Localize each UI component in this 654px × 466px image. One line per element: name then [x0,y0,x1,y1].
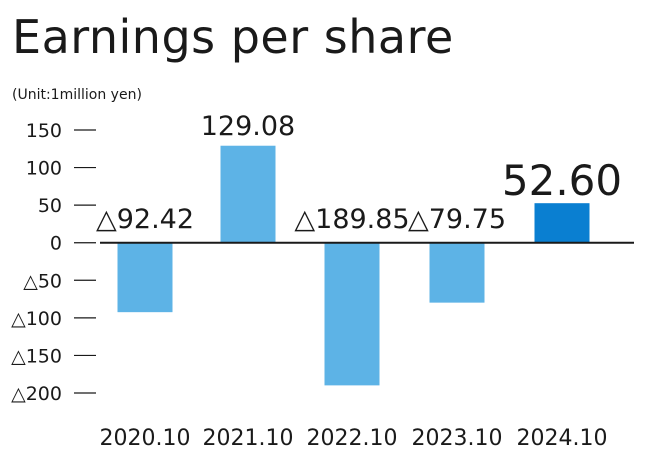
bar [429,242,485,303]
data-label: 52.60 [502,156,622,205]
bar [324,242,380,386]
bar [534,203,590,243]
data-label: 129.08 [201,111,295,142]
data-label: △189.85 [294,204,409,235]
x-tick-label: 2022.10 [307,426,398,451]
y-tick-label: 0 [50,233,62,255]
y-tick-label: 50 [38,195,62,217]
unit-note: (Unit:1million yen) [12,87,142,103]
y-tick-label: 150 [26,120,62,142]
bar [220,145,276,243]
data-label: △79.75 [408,204,506,235]
y-tick-label: △200 [11,383,62,405]
y-tick-label: 100 [26,158,62,180]
chart-title: Earnings per share [12,10,454,64]
bar [117,242,173,313]
x-tick-label: 2021.10 [203,426,294,451]
y-tick-label: △150 [11,345,62,367]
y-tick-label: △50 [23,270,62,292]
data-label: △92.42 [96,204,194,235]
x-tick-label: 2020.10 [100,426,191,451]
y-tick-label: △100 [11,308,62,330]
x-tick-label: 2023.10 [412,426,503,451]
x-tick-label: 2024.10 [517,426,608,451]
